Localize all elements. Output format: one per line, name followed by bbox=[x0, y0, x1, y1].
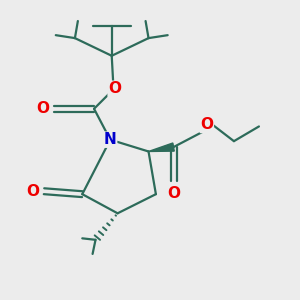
Text: O: O bbox=[36, 101, 49, 116]
Text: O: O bbox=[167, 186, 180, 201]
Text: O: O bbox=[108, 81, 121, 96]
Text: O: O bbox=[200, 118, 213, 133]
Polygon shape bbox=[148, 143, 174, 152]
Text: N: N bbox=[104, 132, 117, 147]
Text: O: O bbox=[26, 184, 39, 199]
